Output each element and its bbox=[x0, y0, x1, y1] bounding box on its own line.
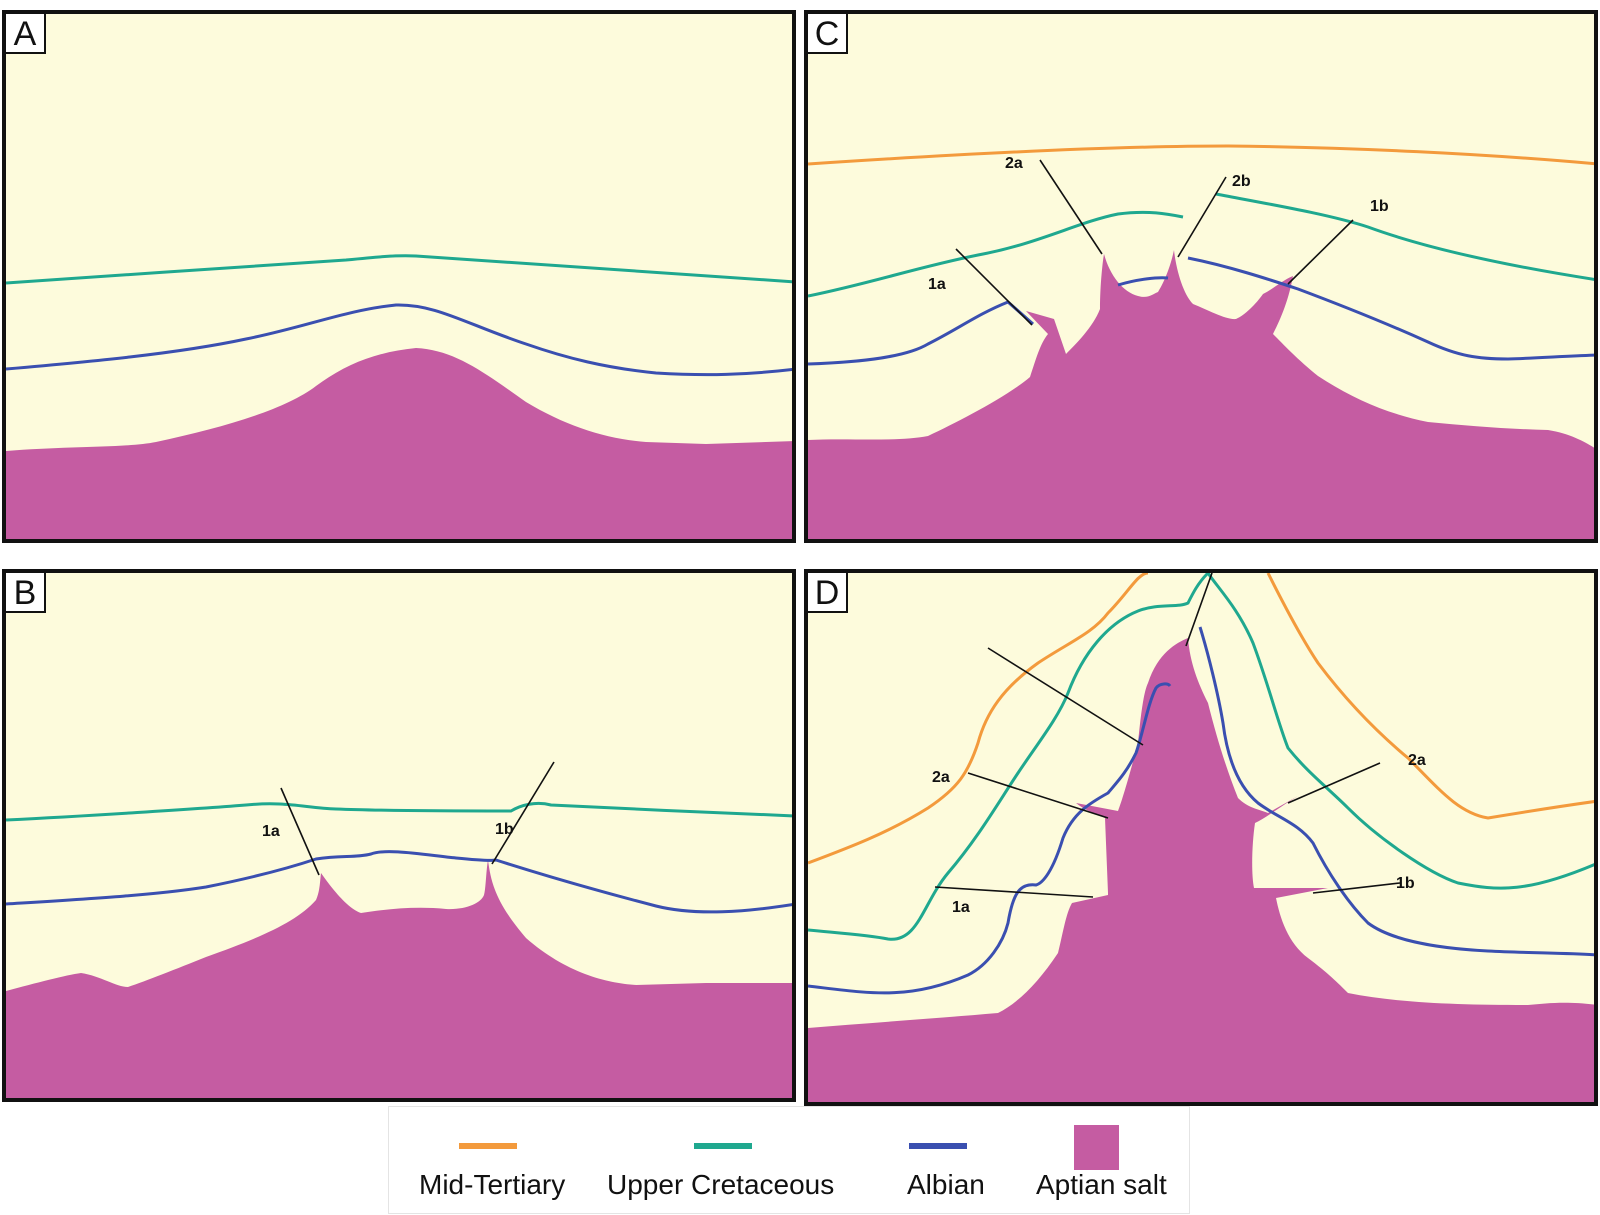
fault-2a-left bbox=[967, 772, 1109, 819]
aptian-salt bbox=[6, 348, 792, 539]
legend-line-upper-cretaceous bbox=[694, 1143, 752, 1149]
fault-label-1b: 1b bbox=[1396, 875, 1415, 892]
fault-1b bbox=[491, 761, 555, 865]
fault-1a-left bbox=[934, 886, 1094, 898]
panel-label-a: A bbox=[6, 14, 46, 54]
fault-1a bbox=[955, 248, 1033, 326]
aptian-salt bbox=[808, 638, 1594, 1102]
fault-label-1b: 1b bbox=[495, 821, 514, 838]
mid-tertiary-horizon bbox=[808, 144, 1594, 166]
fault-label-1a: 1a bbox=[262, 823, 280, 840]
fault-upper-left bbox=[987, 647, 1144, 746]
upper-cretaceous-horizon bbox=[808, 192, 1594, 298]
fault-1b-right bbox=[1312, 882, 1401, 894]
panel-a-diagram bbox=[6, 254, 792, 539]
legend-label: Albian bbox=[907, 1169, 985, 1200]
panel-label-b: B bbox=[6, 573, 46, 613]
panel-d-diagram: 1a 1b 2a 2a bbox=[808, 573, 1594, 1102]
legend-item-aptian-salt: Aptian salt bbox=[999, 1107, 1189, 1215]
albian-horizon bbox=[808, 256, 1594, 366]
albian-horizon bbox=[6, 303, 792, 377]
aptian-salt bbox=[6, 860, 792, 1098]
legend: Mid-Tertiary Upper Cretaceous Albian Apt… bbox=[388, 1106, 1190, 1214]
panel-b-diagram: 1a 1b bbox=[6, 761, 792, 1098]
legend-item-albian: Albian bbox=[849, 1107, 999, 1215]
upper-cretaceous-horizon bbox=[6, 254, 792, 285]
aptian-salt bbox=[808, 250, 1594, 539]
fault-label-1a: 1a bbox=[952, 899, 970, 916]
fault-label-2a-right: 2a bbox=[1408, 752, 1426, 769]
upper-cretaceous-horizon bbox=[6, 801, 792, 822]
legend-swatch-aptian-salt bbox=[1074, 1125, 1119, 1170]
albian-horizon bbox=[6, 850, 792, 914]
panel-c-diagram: 1a 1b 2a 2b bbox=[808, 144, 1594, 539]
upper-cretaceous-horizon bbox=[808, 573, 1594, 941]
legend-line-mid-tertiary bbox=[459, 1143, 517, 1149]
panel-a: A bbox=[2, 10, 796, 543]
fault-label-2b: 2b bbox=[1232, 173, 1251, 190]
albian-horizon bbox=[808, 626, 1594, 995]
panel-b: B 1a 1b bbox=[2, 569, 796, 1102]
fault-2a-right bbox=[1287, 762, 1381, 804]
fault-1b bbox=[1287, 219, 1354, 285]
legend-item-mid-tertiary: Mid-Tertiary bbox=[389, 1107, 589, 1215]
fault-label-2a: 2a bbox=[1005, 155, 1023, 172]
legend-label: Aptian salt bbox=[1036, 1169, 1167, 1200]
legend-item-upper-cretaceous: Upper Cretaceous bbox=[589, 1107, 849, 1215]
legend-label: Mid-Tertiary bbox=[419, 1169, 566, 1200]
legend-label: Upper Cretaceous bbox=[607, 1169, 835, 1200]
legend-line-albian bbox=[909, 1143, 967, 1149]
mid-tertiary-horizon bbox=[808, 573, 1594, 865]
fault-2b bbox=[1177, 176, 1227, 258]
fault-label-1a: 1a bbox=[928, 276, 946, 293]
panel-label-d: D bbox=[808, 573, 848, 613]
fault-2a bbox=[1039, 159, 1103, 255]
fault-label-1b: 1b bbox=[1370, 198, 1389, 215]
panel-d: D 1a 1b 2a 2a bbox=[804, 569, 1598, 1106]
fault-crest bbox=[1185, 573, 1213, 647]
panel-label-c: C bbox=[808, 14, 848, 54]
fault-1a bbox=[280, 787, 320, 876]
fault-label-2a-left: 2a bbox=[932, 769, 950, 786]
panel-c: C 1a 1b 2a 2b bbox=[804, 10, 1598, 543]
